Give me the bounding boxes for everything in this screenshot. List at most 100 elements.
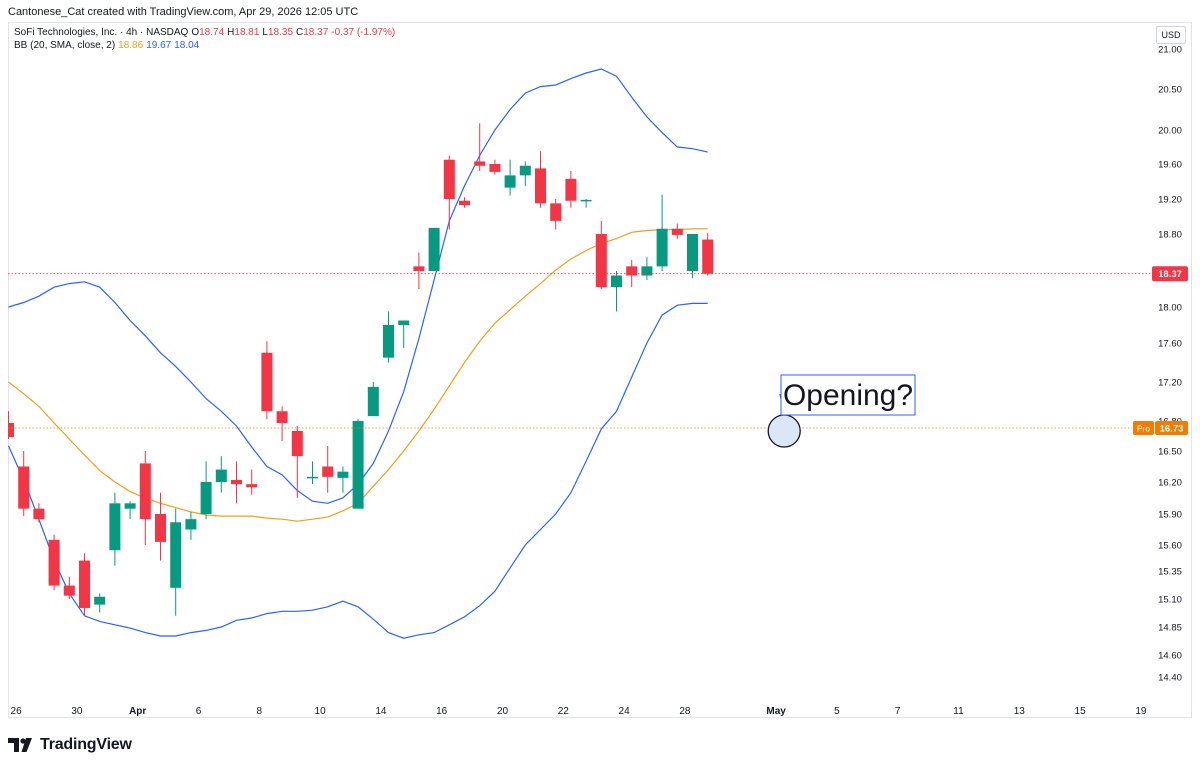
candle[interactable] [595, 220, 607, 289]
annotation-callout-box[interactable] [780, 374, 916, 416]
candle-body [656, 228, 668, 267]
time-tick-label: 14 [375, 706, 387, 717]
candle[interactable] [139, 451, 151, 545]
candle-body [459, 200, 470, 206]
candle[interactable] [428, 227, 440, 271]
price-tick-label: 15.90 [1158, 510, 1182, 521]
pro-tag[interactable] [1133, 421, 1154, 435]
candle[interactable] [656, 194, 668, 271]
candle[interactable] [246, 469, 258, 495]
candle[interactable] [200, 461, 212, 520]
candle[interactable] [474, 123, 486, 171]
candle[interactable] [611, 271, 622, 312]
candle[interactable] [94, 593, 106, 613]
candle[interactable] [307, 461, 318, 485]
candle-body [155, 514, 166, 542]
candle[interactable] [215, 456, 227, 493]
currency-button[interactable]: USD [1156, 26, 1186, 44]
candle-body [580, 199, 592, 202]
candle[interactable] [367, 382, 379, 417]
candle[interactable] [48, 534, 60, 591]
candle[interactable] [702, 233, 714, 276]
candle[interactable] [79, 553, 90, 616]
candle[interactable] [443, 155, 455, 230]
time-tick-label: 24 [619, 706, 631, 717]
candle-body [398, 320, 410, 325]
price-labels: 18.37 Pro 16.73 [1133, 266, 1188, 435]
candle-body [489, 164, 501, 172]
candle[interactable] [535, 151, 546, 208]
candle[interactable] [185, 511, 197, 540]
candle[interactable] [109, 492, 121, 566]
price-tick-label: 14.40 [1158, 673, 1182, 684]
candle[interactable] [519, 161, 531, 186]
pro-price-label: 16.73 [1160, 424, 1184, 435]
candle[interactable] [63, 576, 75, 599]
price-tick-label: 14.60 [1158, 651, 1182, 662]
price-tick-label: 18.00 [1158, 303, 1182, 314]
price-tick-label: 16.20 [1158, 478, 1182, 489]
candle[interactable] [231, 461, 242, 504]
candle[interactable] [261, 341, 273, 420]
price-tick-label: 16.50 [1158, 447, 1182, 458]
candle[interactable] [8, 411, 14, 439]
candle[interactable] [671, 223, 683, 239]
last-price-label: 18.37 [1158, 269, 1182, 280]
candle[interactable] [383, 311, 394, 363]
candle[interactable] [687, 234, 698, 279]
legend-bb-row: BB (20, SMA, close, 2) 18.86 19.67 18.04 [14, 40, 199, 51]
candle[interactable] [413, 252, 425, 290]
candle-body [109, 503, 121, 551]
candle[interactable] [641, 257, 653, 280]
price-tick-label: 15.60 [1158, 541, 1182, 552]
candle[interactable] [124, 501, 136, 520]
candle[interactable] [291, 426, 303, 498]
candle[interactable] [489, 159, 501, 175]
candle-body [671, 228, 683, 235]
price-tick-label: 20.00 [1158, 126, 1182, 137]
candle[interactable] [580, 199, 592, 208]
tradingview-logo-text: TradingView [40, 736, 132, 753]
candle-body [94, 596, 106, 605]
candle[interactable] [276, 406, 288, 441]
legend-open: 18.74 [199, 27, 225, 38]
candle-body [595, 234, 607, 288]
price-tick-label: 15.35 [1158, 567, 1182, 578]
price-tick-label: 15.10 [1158, 595, 1182, 606]
candle-body [443, 159, 455, 199]
tradingview-logo[interactable]: TradingView [8, 736, 132, 754]
annotation-circle[interactable] [767, 414, 801, 448]
tradingview-logo-icon [8, 738, 32, 752]
candle[interactable] [155, 492, 166, 561]
price-tick-label: 20.50 [1158, 85, 1182, 96]
candle-body [367, 386, 379, 417]
candle-body [18, 466, 30, 509]
bb-lower-line [7, 302, 708, 639]
candle[interactable] [459, 197, 470, 208]
last-price-tag [1152, 266, 1188, 282]
pro-price-tag [1155, 421, 1188, 435]
price-tick-label: 17.60 [1158, 339, 1182, 350]
candle[interactable] [504, 159, 516, 196]
time-tick-label: 8 [257, 706, 263, 717]
time-axis: 26 30 Apr 6 8 10 14 16 20 22 24 28 May 5 7 11 13 15 19 [11, 706, 1147, 717]
candle[interactable] [322, 446, 334, 493]
candle-body [383, 325, 394, 358]
legend-bb-label[interactable]: BB (20, SMA, close, 2) [14, 40, 116, 51]
candle[interactable] [170, 508, 182, 616]
candle-body [519, 165, 531, 176]
candle[interactable] [550, 199, 562, 230]
candle[interactable] [352, 419, 364, 509]
candle[interactable] [18, 451, 30, 517]
candle-body [337, 471, 349, 478]
candle[interactable] [33, 503, 45, 523]
candle[interactable] [398, 320, 410, 348]
time-tick-label: May [766, 706, 786, 717]
candle[interactable] [565, 171, 577, 208]
candle-body [565, 178, 577, 201]
candle-body [276, 411, 288, 423]
candle[interactable] [337, 466, 349, 493]
price-tick-label: 14.85 [1158, 623, 1182, 634]
legend-symbol[interactable]: SoFi Technologies, Inc. · 4h · NASDAQ [14, 27, 189, 38]
